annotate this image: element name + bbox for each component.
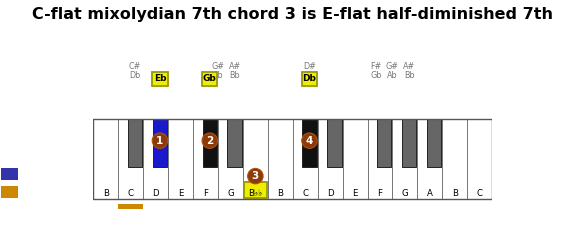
Bar: [93, 119, 492, 198]
Text: A#: A#: [229, 62, 241, 71]
Bar: [227, 119, 242, 167]
Ellipse shape: [202, 133, 217, 148]
Text: B: B: [452, 189, 458, 198]
Bar: [243, 119, 268, 198]
Ellipse shape: [248, 168, 263, 184]
Text: C: C: [477, 189, 482, 198]
Text: B♭♭: B♭♭: [248, 189, 262, 198]
Bar: [443, 119, 467, 198]
Bar: [327, 119, 342, 167]
FancyBboxPatch shape: [244, 182, 267, 198]
Bar: [343, 119, 368, 198]
FancyBboxPatch shape: [202, 72, 217, 86]
Text: F#: F#: [370, 62, 381, 71]
Bar: [153, 119, 167, 167]
Text: Db: Db: [129, 71, 141, 80]
Bar: [467, 119, 492, 198]
Bar: [392, 119, 417, 198]
Bar: [318, 119, 343, 198]
Text: B: B: [278, 189, 283, 198]
Text: C: C: [302, 189, 308, 198]
Bar: [93, 119, 118, 198]
Bar: [143, 119, 168, 198]
Bar: [218, 119, 243, 198]
Bar: [427, 119, 441, 167]
Text: F: F: [203, 189, 208, 198]
Text: E: E: [352, 189, 358, 198]
Text: 4: 4: [306, 136, 313, 146]
Text: Db: Db: [302, 74, 316, 83]
Text: G#: G#: [386, 62, 399, 71]
Text: 3: 3: [252, 171, 259, 181]
FancyBboxPatch shape: [302, 72, 317, 86]
Text: D: D: [327, 189, 333, 198]
Text: F: F: [377, 189, 382, 198]
Bar: [193, 119, 218, 198]
Bar: [168, 119, 193, 198]
Text: Gb: Gb: [203, 74, 217, 83]
Text: B: B: [103, 189, 109, 198]
Bar: [402, 119, 417, 167]
Text: D: D: [153, 189, 159, 198]
Text: C#: C#: [129, 62, 141, 71]
Bar: [203, 119, 217, 167]
Text: A: A: [427, 189, 433, 198]
Bar: [293, 119, 318, 198]
Ellipse shape: [302, 133, 317, 148]
Text: A#: A#: [403, 62, 415, 71]
Text: E: E: [178, 189, 184, 198]
Text: 1: 1: [157, 136, 163, 146]
Text: C-flat mixolydian 7th chord 3 is E-flat half-diminished 7th: C-flat mixolydian 7th chord 3 is E-flat …: [32, 7, 553, 22]
Text: Eb: Eb: [305, 71, 315, 80]
Text: G: G: [401, 189, 408, 198]
Text: G#: G#: [212, 62, 225, 71]
Text: G: G: [227, 189, 234, 198]
Text: Eb: Eb: [154, 74, 166, 83]
Bar: [368, 119, 392, 198]
Text: C: C: [128, 189, 134, 198]
FancyBboxPatch shape: [152, 72, 168, 86]
Text: Bb: Bb: [404, 71, 414, 80]
Text: Ab: Ab: [387, 71, 398, 80]
Bar: [417, 119, 443, 198]
Text: Bb: Bb: [229, 71, 240, 80]
Text: Ab: Ab: [213, 71, 224, 80]
Bar: [268, 119, 293, 198]
Bar: [118, 204, 143, 209]
Text: Gb: Gb: [370, 71, 382, 80]
Text: basicmusictheory.com: basicmusictheory.com: [8, 100, 13, 166]
Bar: [118, 119, 143, 198]
Bar: [302, 119, 316, 167]
Text: D#: D#: [303, 62, 316, 71]
Bar: [377, 119, 391, 167]
Text: 2: 2: [206, 136, 213, 146]
Ellipse shape: [152, 133, 168, 148]
Bar: [128, 119, 142, 167]
